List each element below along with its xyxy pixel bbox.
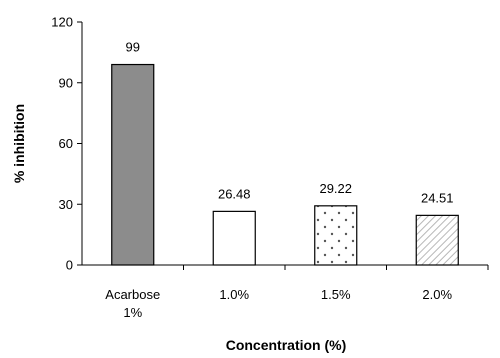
bar (415, 214, 459, 266)
y-tick-label: 30 (59, 197, 73, 212)
y-tick-label: 60 (59, 136, 73, 151)
bar (212, 210, 256, 266)
x-category-label: 1.0% (219, 287, 249, 302)
y-tick-label: 90 (59, 75, 73, 90)
x-category-label: 1.5% (321, 287, 351, 302)
data-labels: 99 26.48 29.22 24.51 (126, 40, 454, 206)
x-category-label: 2.0% (422, 287, 452, 302)
x-category-label: Acarbose 1% (105, 287, 160, 320)
y-axis-title: % inhibition (11, 104, 27, 183)
y-tick-label: 120 (51, 15, 73, 30)
bar-value-label: 24.51 (421, 190, 454, 205)
y-tick-label: 0 (66, 258, 73, 273)
x-axis-title: Concentration (%) (226, 337, 347, 353)
bar (314, 205, 358, 266)
bar-value-label: 26.48 (218, 186, 251, 201)
y-ticks: 0 30 60 90 120 (51, 15, 489, 273)
bar-value-label: 99 (126, 40, 140, 55)
x-categories: Acarbose 1% 1.0% 1.5% 2.0% (105, 287, 452, 320)
bar-value-label: 29.22 (319, 181, 352, 196)
bar (111, 63, 155, 266)
bars (111, 63, 459, 266)
